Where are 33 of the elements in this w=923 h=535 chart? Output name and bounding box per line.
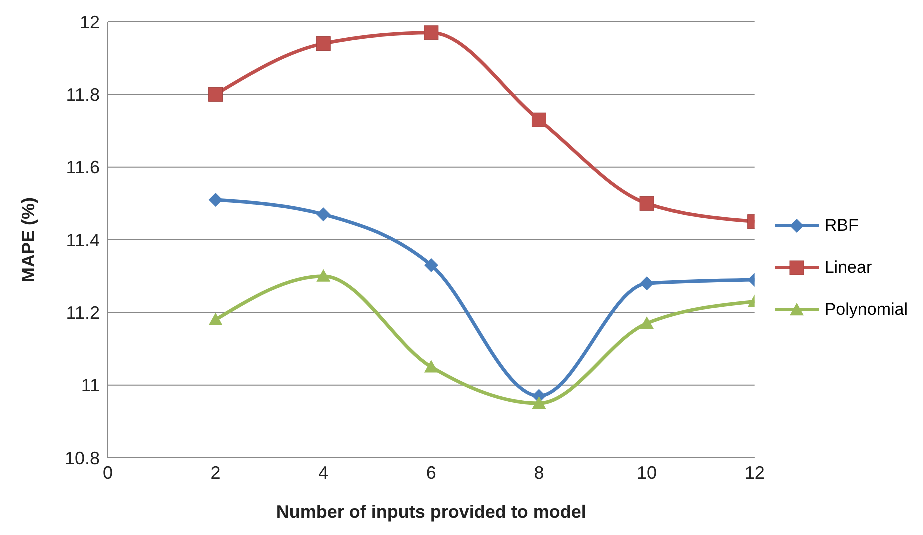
point — [532, 112, 546, 128]
y-tick-label: 11.8 — [66, 85, 100, 106]
legend-label: Polynomial — [824, 300, 908, 320]
legend-label: Linear — [824, 258, 872, 278]
point — [208, 193, 223, 208]
point — [424, 26, 439, 40]
point — [640, 196, 654, 211]
point — [316, 269, 331, 282]
x-axis-title: Number of inputs provided to model — [276, 502, 586, 522]
point — [532, 396, 546, 410]
x-tick-label: 10 — [637, 462, 658, 483]
point — [316, 36, 331, 52]
y-tick-label: 11.4 — [66, 230, 100, 250]
y-tick-label: 11 — [81, 376, 100, 396]
y-tick-label: 12 — [80, 12, 100, 32]
y-tick-label: 11.2 — [66, 303, 100, 324]
point — [640, 276, 654, 291]
point — [316, 208, 331, 222]
point — [424, 258, 438, 272]
x-tick-label: 4 — [318, 462, 329, 483]
legend-label: RBF — [824, 216, 859, 236]
x-tick-label: 6 — [426, 462, 436, 483]
x-tick-label: 12 — [744, 462, 765, 483]
y-tick-label: 10.8 — [64, 448, 100, 468]
point — [640, 316, 654, 330]
x-tick-label: 0 — [102, 462, 114, 483]
y-axis-title: MAPE (%) — [18, 197, 38, 282]
point — [424, 360, 438, 373]
x-tick-label: 2 — [210, 462, 221, 483]
point — [208, 87, 224, 102]
x-tick-label: 8 — [534, 462, 544, 483]
point — [208, 312, 223, 326]
y-tick-label: 11.6 — [66, 158, 100, 178]
